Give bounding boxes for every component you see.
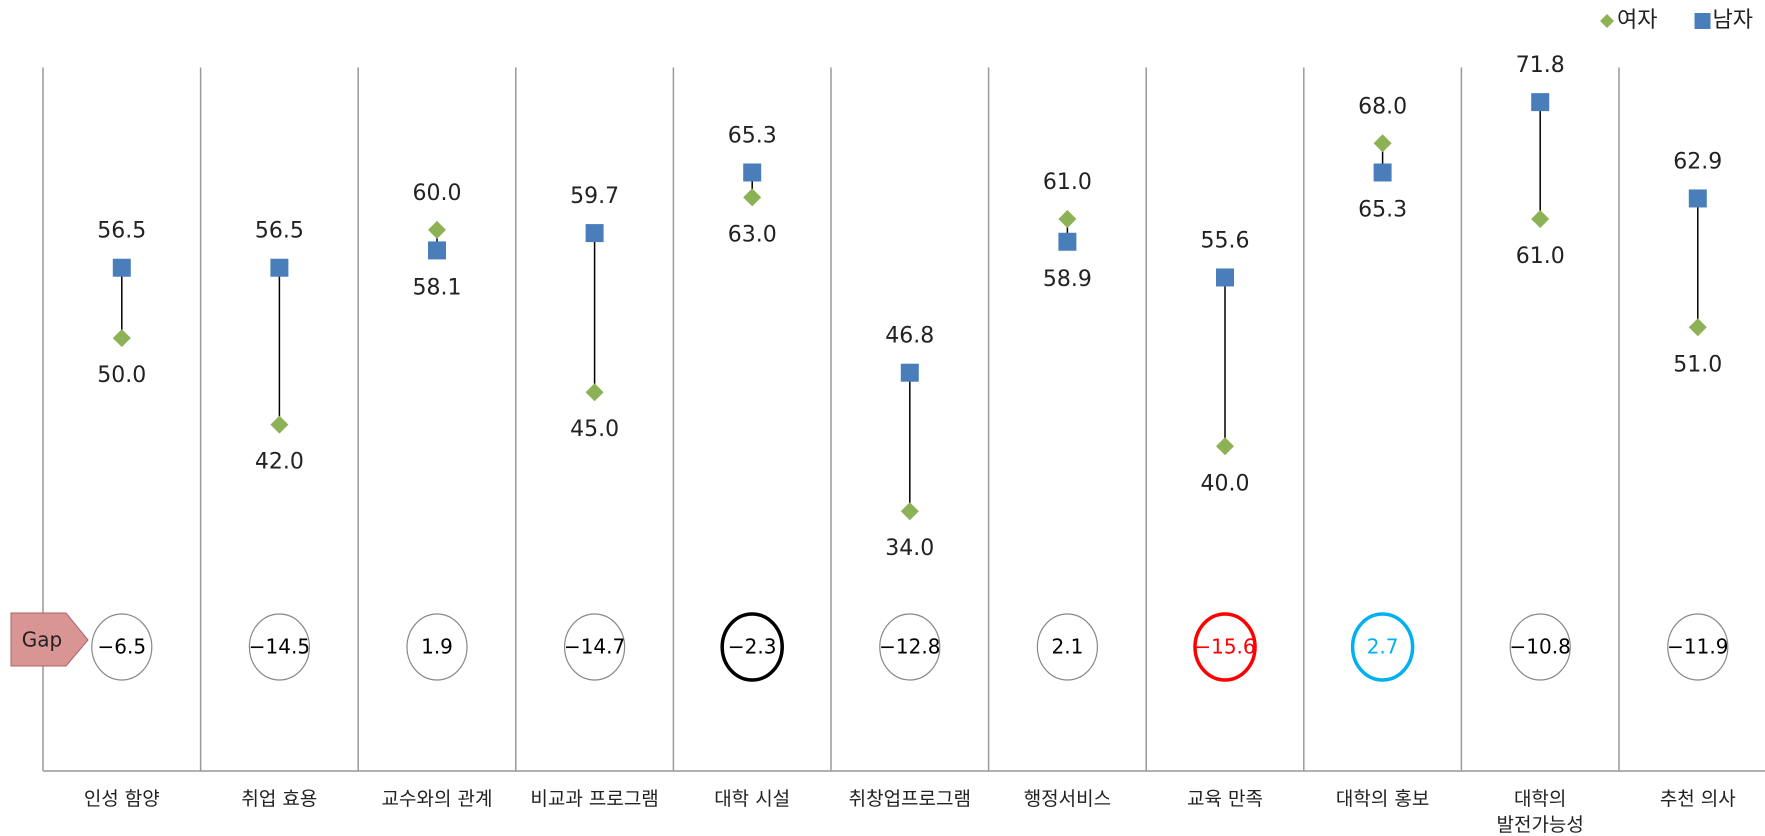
male-marker — [1373, 163, 1392, 182]
x-tick-label: 취창업프로그램 — [848, 788, 971, 810]
legend-label: 여자 — [1617, 8, 1657, 33]
female-marker — [1688, 318, 1707, 337]
gap-circle — [1350, 612, 1415, 682]
gap-circle — [406, 613, 468, 681]
x-tick-label: 인성 함양 — [83, 788, 160, 810]
gap-label: −2.3 — [728, 635, 777, 659]
gap-circle — [720, 612, 784, 682]
value-label: 65.3 — [1358, 197, 1407, 222]
x-tick-label: 취업 효용 — [241, 788, 318, 810]
legend-marker — [1600, 14, 1615, 28]
gap-tag — [10, 612, 89, 667]
x-tick-label: 대학 시설 — [714, 788, 791, 810]
value-label: 50.0 — [97, 363, 146, 388]
female-marker — [743, 188, 762, 207]
male-marker — [1688, 189, 1707, 208]
x-tick-label: 비교과 프로그램 — [530, 788, 659, 810]
value-label: 58.1 — [413, 275, 462, 300]
male-marker — [900, 363, 919, 382]
value-label: 46.8 — [885, 324, 934, 349]
legend-label: 남자 — [1713, 8, 1753, 33]
x-tick-label: 행정서비스 — [1023, 788, 1112, 810]
female-marker — [270, 415, 289, 434]
x-tick-label: 대학의 발전가능성 — [1496, 788, 1584, 836]
male-marker — [1531, 93, 1550, 112]
gap-label: −12.8 — [879, 635, 940, 659]
male-marker — [585, 224, 604, 243]
gap-title: Gap — [22, 628, 62, 652]
gap-circle — [563, 613, 626, 681]
value-label: 71.8 — [1516, 53, 1565, 78]
male-marker — [428, 241, 446, 260]
gap-label: −15.6 — [1194, 635, 1255, 659]
female-marker — [1058, 210, 1077, 229]
male-marker — [1058, 232, 1077, 251]
gap-label: 2.7 — [1367, 635, 1399, 659]
gap-circle — [91, 613, 153, 681]
gap-label: −14.5 — [249, 635, 310, 659]
female-marker — [1531, 210, 1550, 229]
value-label: 34.0 — [885, 536, 934, 561]
gap-label: −11.9 — [1667, 635, 1728, 659]
male-marker — [112, 258, 131, 277]
gap-circle — [879, 613, 941, 681]
value-label: 42.0 — [255, 450, 304, 475]
x-tick-label: 교수와의 관계 — [381, 788, 493, 810]
value-label: 51.0 — [1673, 352, 1722, 377]
value-label: 45.0 — [570, 417, 619, 442]
gap-label: 2.1 — [1051, 635, 1083, 659]
legend-marker — [1694, 13, 1711, 29]
x-tick-label: 추천 의사 — [1659, 788, 1736, 810]
value-label: 63.0 — [728, 222, 777, 247]
female-marker — [900, 502, 919, 521]
gap-label: −6.5 — [98, 635, 147, 659]
gap-circle — [248, 613, 310, 681]
gap-circle — [1193, 612, 1257, 682]
value-label: 56.5 — [255, 219, 304, 244]
male-marker — [270, 258, 289, 277]
value-label: 65.3 — [728, 123, 777, 148]
gap-label: −10.8 — [1510, 635, 1571, 659]
female-marker — [1216, 437, 1234, 456]
value-label: 62.9 — [1673, 149, 1722, 174]
x-tick-label: 대학의 홍보 — [1335, 788, 1430, 810]
gap-circle — [1509, 613, 1571, 681]
female-marker — [112, 329, 131, 348]
male-marker — [1216, 268, 1234, 287]
gap-label: −14.7 — [564, 635, 625, 659]
gap-label: 1.9 — [421, 635, 453, 659]
value-label: 58.9 — [1043, 267, 1092, 292]
value-label: 55.6 — [1201, 228, 1250, 253]
value-label: 60.0 — [413, 181, 462, 206]
value-label: 56.5 — [97, 219, 146, 244]
value-label: 61.0 — [1516, 244, 1565, 269]
gap-circle — [1036, 613, 1099, 681]
female-marker — [585, 383, 604, 402]
female-marker — [428, 220, 446, 239]
value-label: 61.0 — [1043, 170, 1092, 195]
female-marker — [1373, 134, 1392, 153]
x-tick-label: 교육 만족 — [1187, 788, 1263, 810]
gap-circle — [1667, 613, 1729, 681]
value-label: 59.7 — [570, 184, 619, 209]
value-label: 68.0 — [1358, 94, 1407, 119]
value-label: 40.0 — [1201, 471, 1250, 496]
male-marker — [743, 163, 762, 182]
